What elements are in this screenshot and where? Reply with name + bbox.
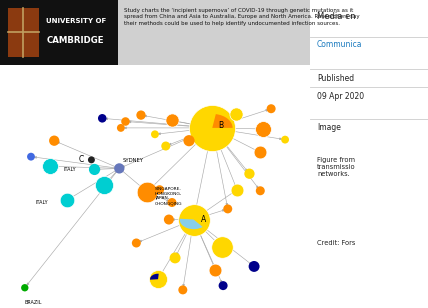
FancyBboxPatch shape xyxy=(0,0,118,65)
Point xyxy=(152,132,158,137)
Point xyxy=(257,150,264,155)
Point xyxy=(212,267,219,272)
Point xyxy=(260,127,267,132)
Wedge shape xyxy=(180,219,203,229)
Point xyxy=(137,113,144,118)
Point xyxy=(133,241,140,245)
Wedge shape xyxy=(150,274,159,280)
Point xyxy=(169,118,175,123)
Text: Published: Published xyxy=(317,74,354,83)
Point xyxy=(144,189,151,194)
Point xyxy=(156,187,163,192)
Point xyxy=(224,206,231,211)
Text: 09 Apr 2020: 09 Apr 2020 xyxy=(317,92,364,101)
Point xyxy=(169,200,175,205)
Point xyxy=(51,138,58,143)
Point xyxy=(186,138,193,143)
Point xyxy=(232,111,239,116)
Text: SYDNEY: SYDNEY xyxy=(122,158,143,164)
Point xyxy=(218,245,225,250)
Point xyxy=(117,125,124,130)
Point xyxy=(122,119,129,124)
Text: A: A xyxy=(202,215,207,224)
Wedge shape xyxy=(212,114,232,128)
Text: Study charts the ‘incipient supernova’ of COVID-19 through genetic mutations as : Study charts the ‘incipient supernova’ o… xyxy=(124,8,360,26)
Text: C: C xyxy=(79,155,84,164)
Text: B: B xyxy=(218,121,223,130)
Point xyxy=(162,144,169,148)
FancyBboxPatch shape xyxy=(8,8,39,57)
Point xyxy=(88,157,95,162)
Text: Figure from
transmissio
networks.: Figure from transmissio networks. xyxy=(317,157,356,177)
Point xyxy=(101,183,107,188)
Point xyxy=(46,164,53,169)
Point xyxy=(234,187,241,192)
Text: Image: Image xyxy=(317,123,341,132)
Text: ITALY: ITALY xyxy=(36,200,48,205)
Point xyxy=(282,137,288,142)
Text: UNIVERSITY OF: UNIVERSITY OF xyxy=(47,18,107,24)
Point xyxy=(166,217,172,222)
Point xyxy=(21,285,28,290)
Text: Communica: Communica xyxy=(317,40,363,49)
Point xyxy=(257,188,264,193)
Point xyxy=(190,217,197,222)
Point xyxy=(27,154,34,159)
Text: BRAZIL: BRAZIL xyxy=(25,300,42,305)
Point xyxy=(116,166,123,171)
Text: COVID-19: genetic network analysis provides ‘snapshot’ of pandemic origins: COVID-19: genetic network analysis provi… xyxy=(5,75,312,84)
Point xyxy=(179,287,186,292)
Text: SINGAPORE,
HONGKONG,
JAPAN,
CHONGQING: SINGAPORE, HONGKONG, JAPAN, CHONGQING xyxy=(155,187,182,205)
FancyBboxPatch shape xyxy=(118,0,310,65)
Point xyxy=(172,255,178,260)
Point xyxy=(63,198,70,203)
Point xyxy=(246,171,253,176)
Point xyxy=(99,116,106,121)
Point xyxy=(251,264,258,269)
Text: Credit: Fors: Credit: Fors xyxy=(317,240,355,246)
Text: ITALY: ITALY xyxy=(63,167,76,172)
Point xyxy=(209,125,216,130)
Point xyxy=(220,283,226,288)
Point xyxy=(268,106,275,111)
Point xyxy=(155,277,161,282)
Point xyxy=(91,167,98,172)
Text: Media en: Media en xyxy=(317,12,356,21)
Text: CAMBRIDGE: CAMBRIDGE xyxy=(47,36,104,45)
